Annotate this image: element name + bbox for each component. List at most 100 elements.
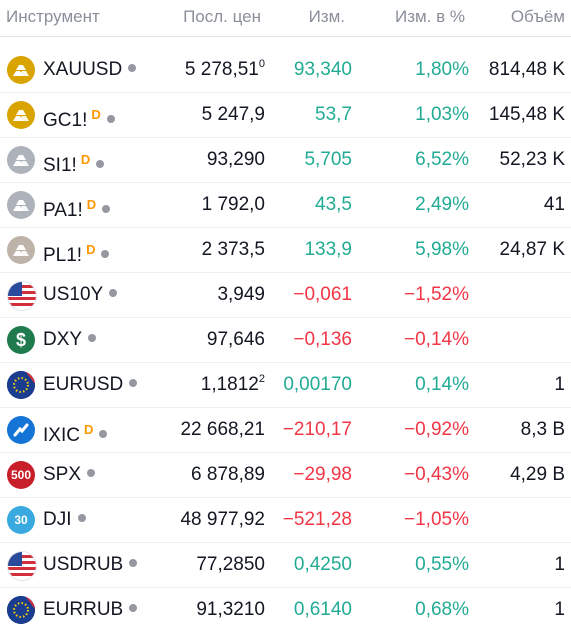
delayed-data-badge: D [80,152,91,167]
table-row[interactable]: 500 SPX 6 878,89 −29,98 −0,43% 4,29 B [0,453,571,498]
last-price-cell: 1 792,0 [202,183,265,227]
change-cell: 93,340 [293,59,352,80]
table-row[interactable]: GC1! D 5 247,9 53,7 1,03% 145,48 K [0,93,571,138]
last-price-cell: 22 668,21 [180,408,265,452]
symbol-cell[interactable]: PL1! D [43,228,110,272]
change-cell: 0,4250 [293,554,352,575]
symbol-label: EURRUB [43,599,124,620]
table-row[interactable]: EURUSD 1,18122 0,00170 0,14% 1 [0,363,571,408]
column-header-instrument[interactable]: Инструмент [6,7,100,26]
change-percent-cell: 1,80% [415,59,469,80]
market-status-dot-icon [101,250,110,258]
symbol-label: DJI [43,509,72,530]
change-percent-cell: 0,14% [415,374,469,395]
volume-cell: 41 [543,194,565,215]
table-row[interactable]: EURRUB 91,3210 0,6140 0,68% 1 [0,588,571,626]
symbol-cell[interactable]: DXY [43,318,97,362]
symbol-cell[interactable]: XAUUSD [43,48,137,92]
gold-bars-icon [7,56,35,84]
market-status-dot-icon [129,559,138,567]
market-status-dot-icon [77,514,86,522]
symbol-cell[interactable]: USDRUB [43,543,138,587]
dji-30-icon: 30 [7,506,35,534]
table-row[interactable]: PL1! D 2 373,5 133,9 5,98% 24,87 K [0,228,571,273]
change-percent-cell: 0,55% [415,554,469,575]
symbol-cell[interactable]: DJI [43,498,86,542]
table-row[interactable]: PA1! D 1 792,0 43,5 2,49% 41 [0,183,571,228]
last-price-cell: 97,646 [207,318,265,362]
last-price-cell: 5 247,9 [202,93,265,137]
change-cell: 133,9 [304,239,352,260]
symbol-cell[interactable]: SI1! D [43,138,105,182]
dollar-icon: $ [7,326,35,354]
change-cell: −210,17 [282,419,352,440]
symbol-label: US10Y [43,284,104,305]
volume-cell: 1 [554,554,565,575]
change-percent-cell: 6,52% [415,149,469,170]
table-row[interactable]: US10Y 3,949 −0,061 −1,52% [0,273,571,318]
symbol-cell[interactable]: GC1! D [43,93,115,137]
symbol-cell[interactable]: SPX [43,453,96,497]
last-price-value: 97,646 [206,329,265,350]
symbol-cell[interactable]: EURRUB [43,588,138,626]
last-price-value: 91,3210 [196,599,265,620]
market-status-dot-icon [129,604,138,612]
last-price-value: 6 878,89 [191,464,265,485]
last-price-value: 1 792,0 [201,194,265,215]
last-price-extra-digit: 2 [258,373,265,385]
change-percent-cell: 1,03% [415,104,469,125]
column-header-change-percent[interactable]: Изм. в % [394,7,465,26]
symbol-label: XAUUSD [43,59,123,80]
symbol-label: SPX [43,464,82,485]
change-percent-cell: −1,05% [404,509,469,530]
column-header-change[interactable]: Изм. [308,7,345,26]
change-percent-cell: 5,98% [415,239,469,260]
change-cell: −0,061 [293,284,352,305]
volume-cell: 1 [554,599,565,620]
table-row[interactable]: IXIC D 22 668,21 −210,17 −0,92% 8,3 B [0,408,571,453]
table-row[interactable]: $ DXY 97,646 −0,136 −0,14% [0,318,571,363]
last-price-extra-digit: 0 [258,58,265,70]
us-flag-icon [7,281,37,311]
watchlist-rows: XAUUSD 5 278,510 93,340 1,80% 814,48 K GC1! D 5… [0,48,571,626]
volume-cell: 814,48 K [488,59,565,80]
market-status-dot-icon [129,379,138,387]
delayed-data-badge: D [91,107,101,122]
change-cell: 0,6140 [293,599,352,620]
volume-cell: 1 [554,374,565,395]
volume-cell: 24,87 K [499,239,566,260]
symbol-label: IXIC [43,425,80,446]
symbol-cell[interactable]: PA1! D [43,183,111,227]
change-cell: −29,98 [293,464,352,485]
change-cell: 0,00170 [283,374,352,395]
watchlist-header: Инструмент Посл. цен Изм. Изм. в % Объём [0,0,571,37]
last-price-value: 22 668,21 [180,419,265,440]
last-price-value: 3,949 [217,284,265,305]
last-price-cell: 5 278,510 [185,48,265,92]
symbol-cell[interactable]: IXIC D [43,408,108,452]
last-price-value: 93,290 [206,149,265,170]
last-price-value: 77,2850 [196,554,265,575]
symbol-label: PL1! [43,245,83,266]
symbol-cell[interactable]: US10Y [43,273,118,317]
volume-cell: 8,3 B [520,419,565,440]
symbol-cell[interactable]: EURUSD [43,363,138,407]
change-cell: 53,7 [315,104,352,125]
table-row[interactable]: XAUUSD 5 278,510 93,340 1,80% 814,48 K [0,48,571,93]
platinum-bars-icon [7,236,35,264]
table-row[interactable]: SI1! D 93,290 5,705 6,52% 52,23 K [0,138,571,183]
volume-cell: 145,48 K [488,104,565,125]
table-row[interactable]: 30 DJI 48 977,92 −521,28 −1,05% [0,498,571,543]
market-status-dot-icon [102,205,111,213]
column-header-volume[interactable]: Объём [510,7,565,26]
eu-us-flags-icon [7,371,35,399]
spx-500-icon: 500 [7,461,35,489]
last-price-value: 48 977,92 [180,509,265,530]
column-header-last-price[interactable]: Посл. цен [183,7,261,26]
change-percent-cell: −1,52% [404,284,469,305]
market-status-dot-icon [87,469,96,477]
symbol-label: DXY [43,329,83,350]
symbol-label: SI1! [43,155,77,176]
volume-cell: 52,23 K [499,149,566,170]
table-row[interactable]: USDRUB 77,2850 0,4250 0,55% 1 [0,543,571,588]
